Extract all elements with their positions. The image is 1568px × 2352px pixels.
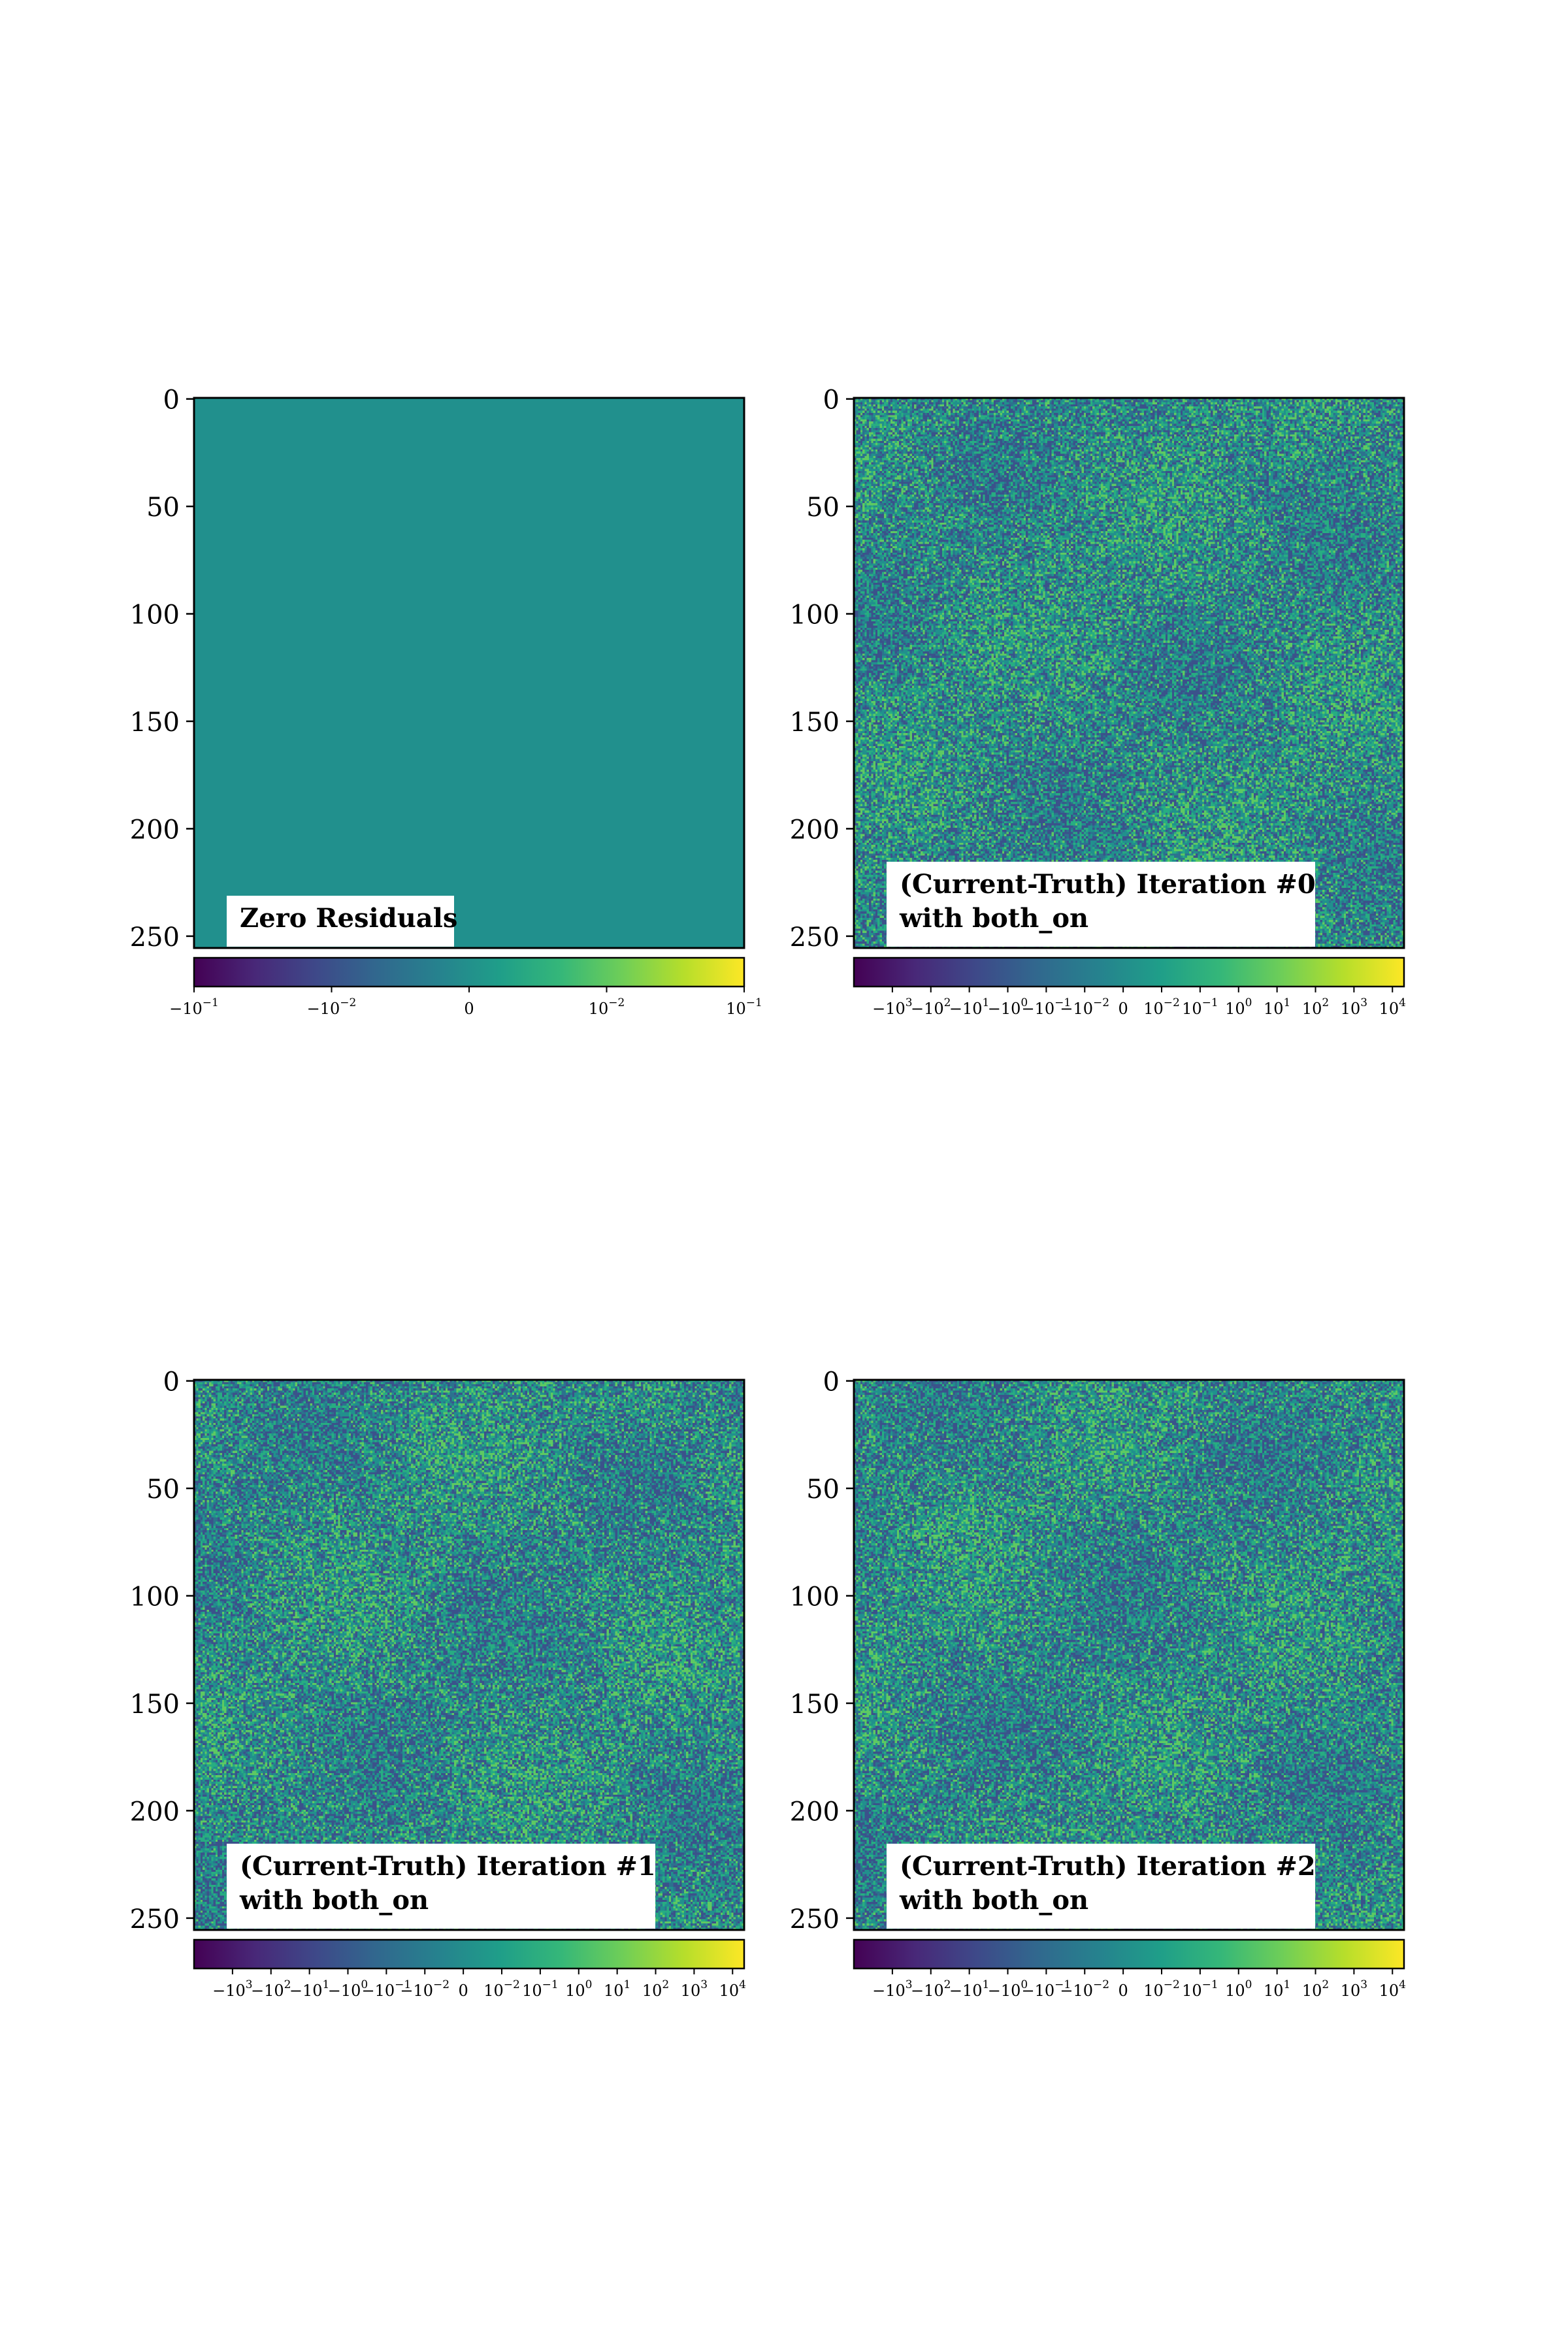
colorbar-tick-label: 10−2 bbox=[1143, 1978, 1180, 2000]
y-tick-label: 100 bbox=[790, 600, 840, 630]
colorbar-tick-label: 10−1 bbox=[1182, 1978, 1218, 2000]
y-tick-label: 250 bbox=[790, 1904, 840, 1935]
chart-panel-1: 0 50 100 150 200 250 (Current-Truth) Iteration… bbox=[790, 385, 1406, 1018]
colorbar bbox=[193, 956, 745, 988]
colorbar-tick-label: 10−1 bbox=[726, 996, 762, 1018]
y-tick-label: 150 bbox=[790, 1690, 840, 1720]
colorbar-tick-label: 101 bbox=[1264, 996, 1290, 1018]
colorbar-tick-label: −103 bbox=[872, 1978, 912, 2000]
y-tick-label: 100 bbox=[130, 1582, 180, 1612]
panel-label: (Current-Truth) Iteration #1 bbox=[240, 1851, 656, 1882]
colorbar-tick-label: 104 bbox=[1379, 1978, 1406, 2000]
colorbar-tick-label: 101 bbox=[1264, 1978, 1290, 2000]
chart-panel-3: 0 50 100 150 200 250 (Current-Truth) Iteration… bbox=[790, 1367, 1406, 2000]
y-tick-label: 200 bbox=[130, 1797, 180, 1827]
colorbar-tick-label: −100 bbox=[328, 1978, 368, 2000]
y-tick-label: 50 bbox=[146, 493, 180, 523]
panel-label: with both_on bbox=[899, 1885, 1088, 1916]
colorbar-tick-label: −10−1 bbox=[169, 996, 219, 1018]
y-tick-label: 0 bbox=[163, 1367, 180, 1397]
chart-panel-2: 0 50 100 150 200 250 (Current-Truth) Iteration… bbox=[130, 1367, 746, 2000]
colorbar-tick-label: 0 bbox=[464, 1000, 474, 1018]
y-tick-label: 150 bbox=[130, 708, 180, 738]
colorbar-tick-label: −100 bbox=[988, 996, 1028, 1018]
colorbar-tick-label: −10−2 bbox=[307, 996, 357, 1018]
colorbar-tick-label: −101 bbox=[949, 1978, 989, 2000]
axes-frame bbox=[193, 397, 745, 949]
colorbar-tick-label: 100 bbox=[565, 1978, 592, 2000]
colorbar-tick-label: 0 bbox=[458, 1982, 468, 2000]
panel-label: (Current-Truth) Iteration #0 bbox=[900, 869, 1316, 900]
colorbar-tick-label: 100 bbox=[1225, 996, 1252, 1018]
colorbar-tick-label: 102 bbox=[642, 1978, 669, 2000]
colorbar-tick-label: −10−1 bbox=[362, 1978, 412, 2000]
colorbar-tick-label: −103 bbox=[212, 1978, 252, 2000]
colorbar-tick-label: −101 bbox=[289, 1978, 329, 2000]
colorbar-tick-label: −101 bbox=[949, 996, 989, 1018]
colorbar-tick-label: −100 bbox=[988, 1978, 1028, 2000]
heatmap-image bbox=[854, 1380, 1404, 1930]
axes-frame bbox=[853, 397, 1405, 949]
colorbar-tick-label: 104 bbox=[719, 1978, 746, 2000]
colorbar-tick-label: 102 bbox=[1302, 996, 1329, 1018]
colorbar-tick-label: 104 bbox=[1379, 996, 1406, 1018]
colorbar-tick-label: 10−2 bbox=[483, 1978, 520, 2000]
axes-frame bbox=[853, 1379, 1405, 1931]
panel-label: Zero Residuals bbox=[240, 903, 457, 934]
colorbar-tick-label: 103 bbox=[1341, 1978, 1367, 2000]
label-box bbox=[227, 1844, 655, 1929]
label-box bbox=[227, 896, 454, 947]
colorbar-tick-label: −10−1 bbox=[1022, 996, 1071, 1018]
y-tick-label: 50 bbox=[806, 493, 840, 523]
panel-label: with both_on bbox=[899, 903, 1088, 934]
panel-label: with both_on bbox=[239, 1885, 429, 1916]
heatmap-image bbox=[194, 398, 744, 948]
colorbar-tick-label: 10−1 bbox=[1182, 996, 1218, 1018]
colorbar-tick-label: −10−1 bbox=[1022, 1978, 1071, 2000]
colorbar-tick-label: −102 bbox=[251, 1978, 291, 2000]
y-tick-label: 50 bbox=[806, 1475, 840, 1505]
heatmap-image bbox=[194, 1380, 744, 1930]
y-tick-label: 200 bbox=[790, 1797, 840, 1827]
y-tick-label: 150 bbox=[790, 708, 840, 738]
colorbar-tick-label: 103 bbox=[1341, 996, 1367, 1018]
colorbar-tick-label: −10−2 bbox=[1060, 996, 1109, 1018]
panel-label: (Current-Truth) Iteration #2 bbox=[900, 1851, 1316, 1882]
y-tick-label: 250 bbox=[130, 1904, 180, 1935]
y-tick-label: 50 bbox=[146, 1475, 180, 1505]
colorbar bbox=[853, 956, 1405, 988]
colorbar-tick-label: 103 bbox=[681, 1978, 708, 2000]
y-tick-label: 0 bbox=[823, 1367, 840, 1397]
y-tick-label: 0 bbox=[163, 385, 180, 416]
y-tick-label: 200 bbox=[790, 815, 840, 845]
label-box bbox=[887, 1844, 1315, 1929]
colorbar-tick-label: 100 bbox=[1225, 1978, 1252, 2000]
y-tick-label: 100 bbox=[790, 1582, 840, 1612]
colorbar-tick-label: 101 bbox=[604, 1978, 630, 2000]
colorbar bbox=[853, 1938, 1405, 1970]
axes-frame bbox=[193, 1379, 745, 1931]
colorbar-tick-label: 102 bbox=[1302, 1978, 1329, 2000]
label-box bbox=[887, 862, 1315, 947]
colorbar-tick-label: 10−1 bbox=[522, 1978, 559, 2000]
colorbar-tick-label: −102 bbox=[911, 1978, 951, 2000]
colorbar-tick-label: 0 bbox=[1118, 1000, 1128, 1018]
y-tick-label: 250 bbox=[790, 923, 840, 953]
colorbar-tick-label: 10−2 bbox=[589, 996, 625, 1018]
colorbar-tick-label: −10−2 bbox=[400, 1978, 449, 2000]
y-tick-label: 200 bbox=[130, 815, 180, 845]
colorbar-tick-label: 0 bbox=[1118, 1982, 1128, 2000]
heatmap-image bbox=[854, 398, 1404, 948]
colorbar-tick-label: −103 bbox=[872, 996, 912, 1018]
colorbar-tick-label: 10−2 bbox=[1143, 996, 1180, 1018]
colorbar bbox=[193, 1938, 745, 1970]
chart-panel-0: 0 50 100 150 200 250 Zero Residuals −10−1 −10−2 0… bbox=[130, 385, 762, 1018]
y-tick-label: 100 bbox=[130, 600, 180, 630]
colorbar-tick-label: −10−2 bbox=[1060, 1978, 1109, 2000]
y-tick-label: 250 bbox=[130, 923, 180, 953]
y-tick-label: 150 bbox=[130, 1690, 180, 1720]
y-tick-label: 0 bbox=[823, 385, 840, 416]
colorbar-tick-label: −102 bbox=[911, 996, 951, 1018]
